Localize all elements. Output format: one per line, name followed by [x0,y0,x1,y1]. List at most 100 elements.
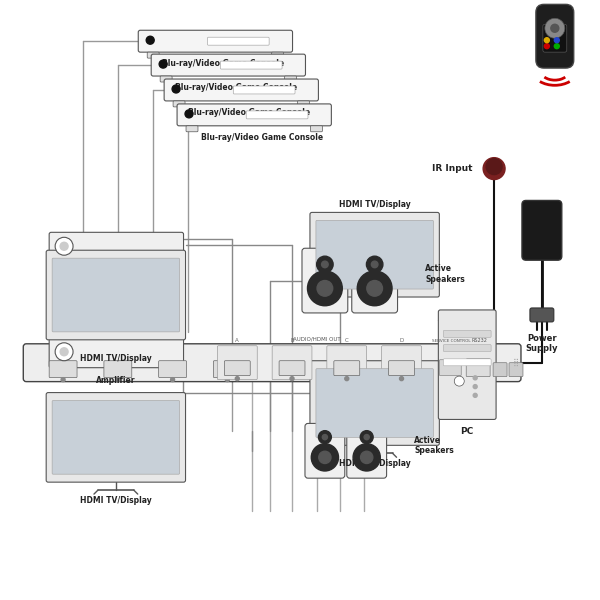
FancyBboxPatch shape [466,359,490,377]
FancyBboxPatch shape [161,368,176,373]
FancyBboxPatch shape [443,331,491,337]
Circle shape [322,434,328,440]
FancyBboxPatch shape [279,361,305,376]
FancyBboxPatch shape [389,361,415,376]
FancyBboxPatch shape [522,200,562,260]
FancyBboxPatch shape [217,346,257,380]
Circle shape [473,376,477,380]
Text: HDMI TV/Display: HDMI TV/Display [339,200,410,209]
Circle shape [55,237,73,255]
Text: HDMI TV/Display: HDMI TV/Display [80,496,152,505]
FancyBboxPatch shape [246,111,308,119]
Circle shape [353,444,380,471]
Text: Blu-ray/Video Game Console: Blu-ray/Video Game Console [201,133,323,142]
FancyBboxPatch shape [49,361,77,377]
Circle shape [551,24,559,32]
Circle shape [473,385,477,389]
FancyBboxPatch shape [536,4,574,68]
FancyBboxPatch shape [46,250,185,340]
Circle shape [357,271,392,306]
FancyBboxPatch shape [208,37,269,45]
Circle shape [185,110,193,118]
Text: Amplifier: Amplifier [96,270,136,279]
Text: IR Input: IR Input [431,164,472,173]
Circle shape [116,377,120,382]
Text: Blu-ray/Video Game Console: Blu-ray/Video Game Console [175,83,298,92]
Circle shape [290,377,294,380]
FancyBboxPatch shape [439,310,496,419]
Text: ⣿: ⣿ [513,358,519,367]
FancyBboxPatch shape [214,361,241,377]
FancyBboxPatch shape [173,101,185,107]
Circle shape [317,256,333,272]
FancyBboxPatch shape [160,76,172,82]
Circle shape [400,377,404,380]
Circle shape [319,451,331,463]
FancyBboxPatch shape [530,308,554,322]
Circle shape [554,38,559,43]
Circle shape [544,44,550,49]
Text: B: B [290,338,294,343]
Circle shape [361,451,373,463]
FancyBboxPatch shape [49,338,184,368]
Text: PC: PC [461,427,474,436]
Circle shape [486,158,502,175]
FancyBboxPatch shape [56,262,72,267]
Circle shape [364,434,369,440]
Text: C: C [345,338,349,343]
Text: Amplifier: Amplifier [96,376,136,385]
FancyBboxPatch shape [46,392,185,482]
Circle shape [545,19,565,38]
FancyBboxPatch shape [138,30,293,52]
Text: D: D [400,338,404,343]
FancyBboxPatch shape [284,76,296,82]
FancyBboxPatch shape [272,52,284,58]
Circle shape [544,38,550,43]
FancyBboxPatch shape [316,220,433,289]
FancyBboxPatch shape [158,361,187,377]
Circle shape [307,271,342,306]
Circle shape [360,431,373,443]
FancyBboxPatch shape [186,126,198,132]
Circle shape [60,242,68,250]
Text: A: A [235,338,239,343]
FancyBboxPatch shape [543,24,567,52]
Text: HDMI TV/Display: HDMI TV/Display [80,354,152,363]
FancyBboxPatch shape [49,232,184,262]
Text: SERVICE CONTROL: SERVICE CONTROL [432,339,470,343]
FancyBboxPatch shape [164,79,319,101]
FancyBboxPatch shape [298,101,310,107]
Circle shape [483,158,505,179]
FancyBboxPatch shape [52,401,179,474]
Text: AUDIO/HDMI OUT: AUDIO/HDMI OUT [293,337,341,342]
Circle shape [159,60,167,68]
Circle shape [170,377,175,382]
FancyBboxPatch shape [220,61,282,69]
Text: HDMI TV/Display: HDMI TV/Display [339,459,410,468]
FancyBboxPatch shape [56,368,72,373]
Circle shape [367,256,383,272]
Text: Active
Speakers: Active Speakers [415,436,454,455]
FancyBboxPatch shape [233,86,295,94]
Circle shape [311,444,338,471]
FancyBboxPatch shape [439,360,461,376]
FancyBboxPatch shape [104,361,132,377]
Circle shape [367,281,382,296]
Circle shape [317,281,333,296]
Circle shape [473,394,477,397]
Text: Power
Supply: Power Supply [526,334,558,353]
FancyBboxPatch shape [52,258,179,332]
FancyBboxPatch shape [147,52,159,58]
FancyBboxPatch shape [177,104,331,126]
Circle shape [371,261,378,268]
Text: Blu-ray/Video Game Console: Blu-ray/Video Game Console [188,108,310,117]
FancyBboxPatch shape [305,424,345,478]
FancyBboxPatch shape [310,126,322,132]
Circle shape [454,376,464,386]
FancyBboxPatch shape [334,361,360,376]
FancyBboxPatch shape [272,346,312,380]
Circle shape [61,377,65,382]
FancyBboxPatch shape [310,361,439,445]
Circle shape [322,261,328,268]
Circle shape [345,377,349,380]
